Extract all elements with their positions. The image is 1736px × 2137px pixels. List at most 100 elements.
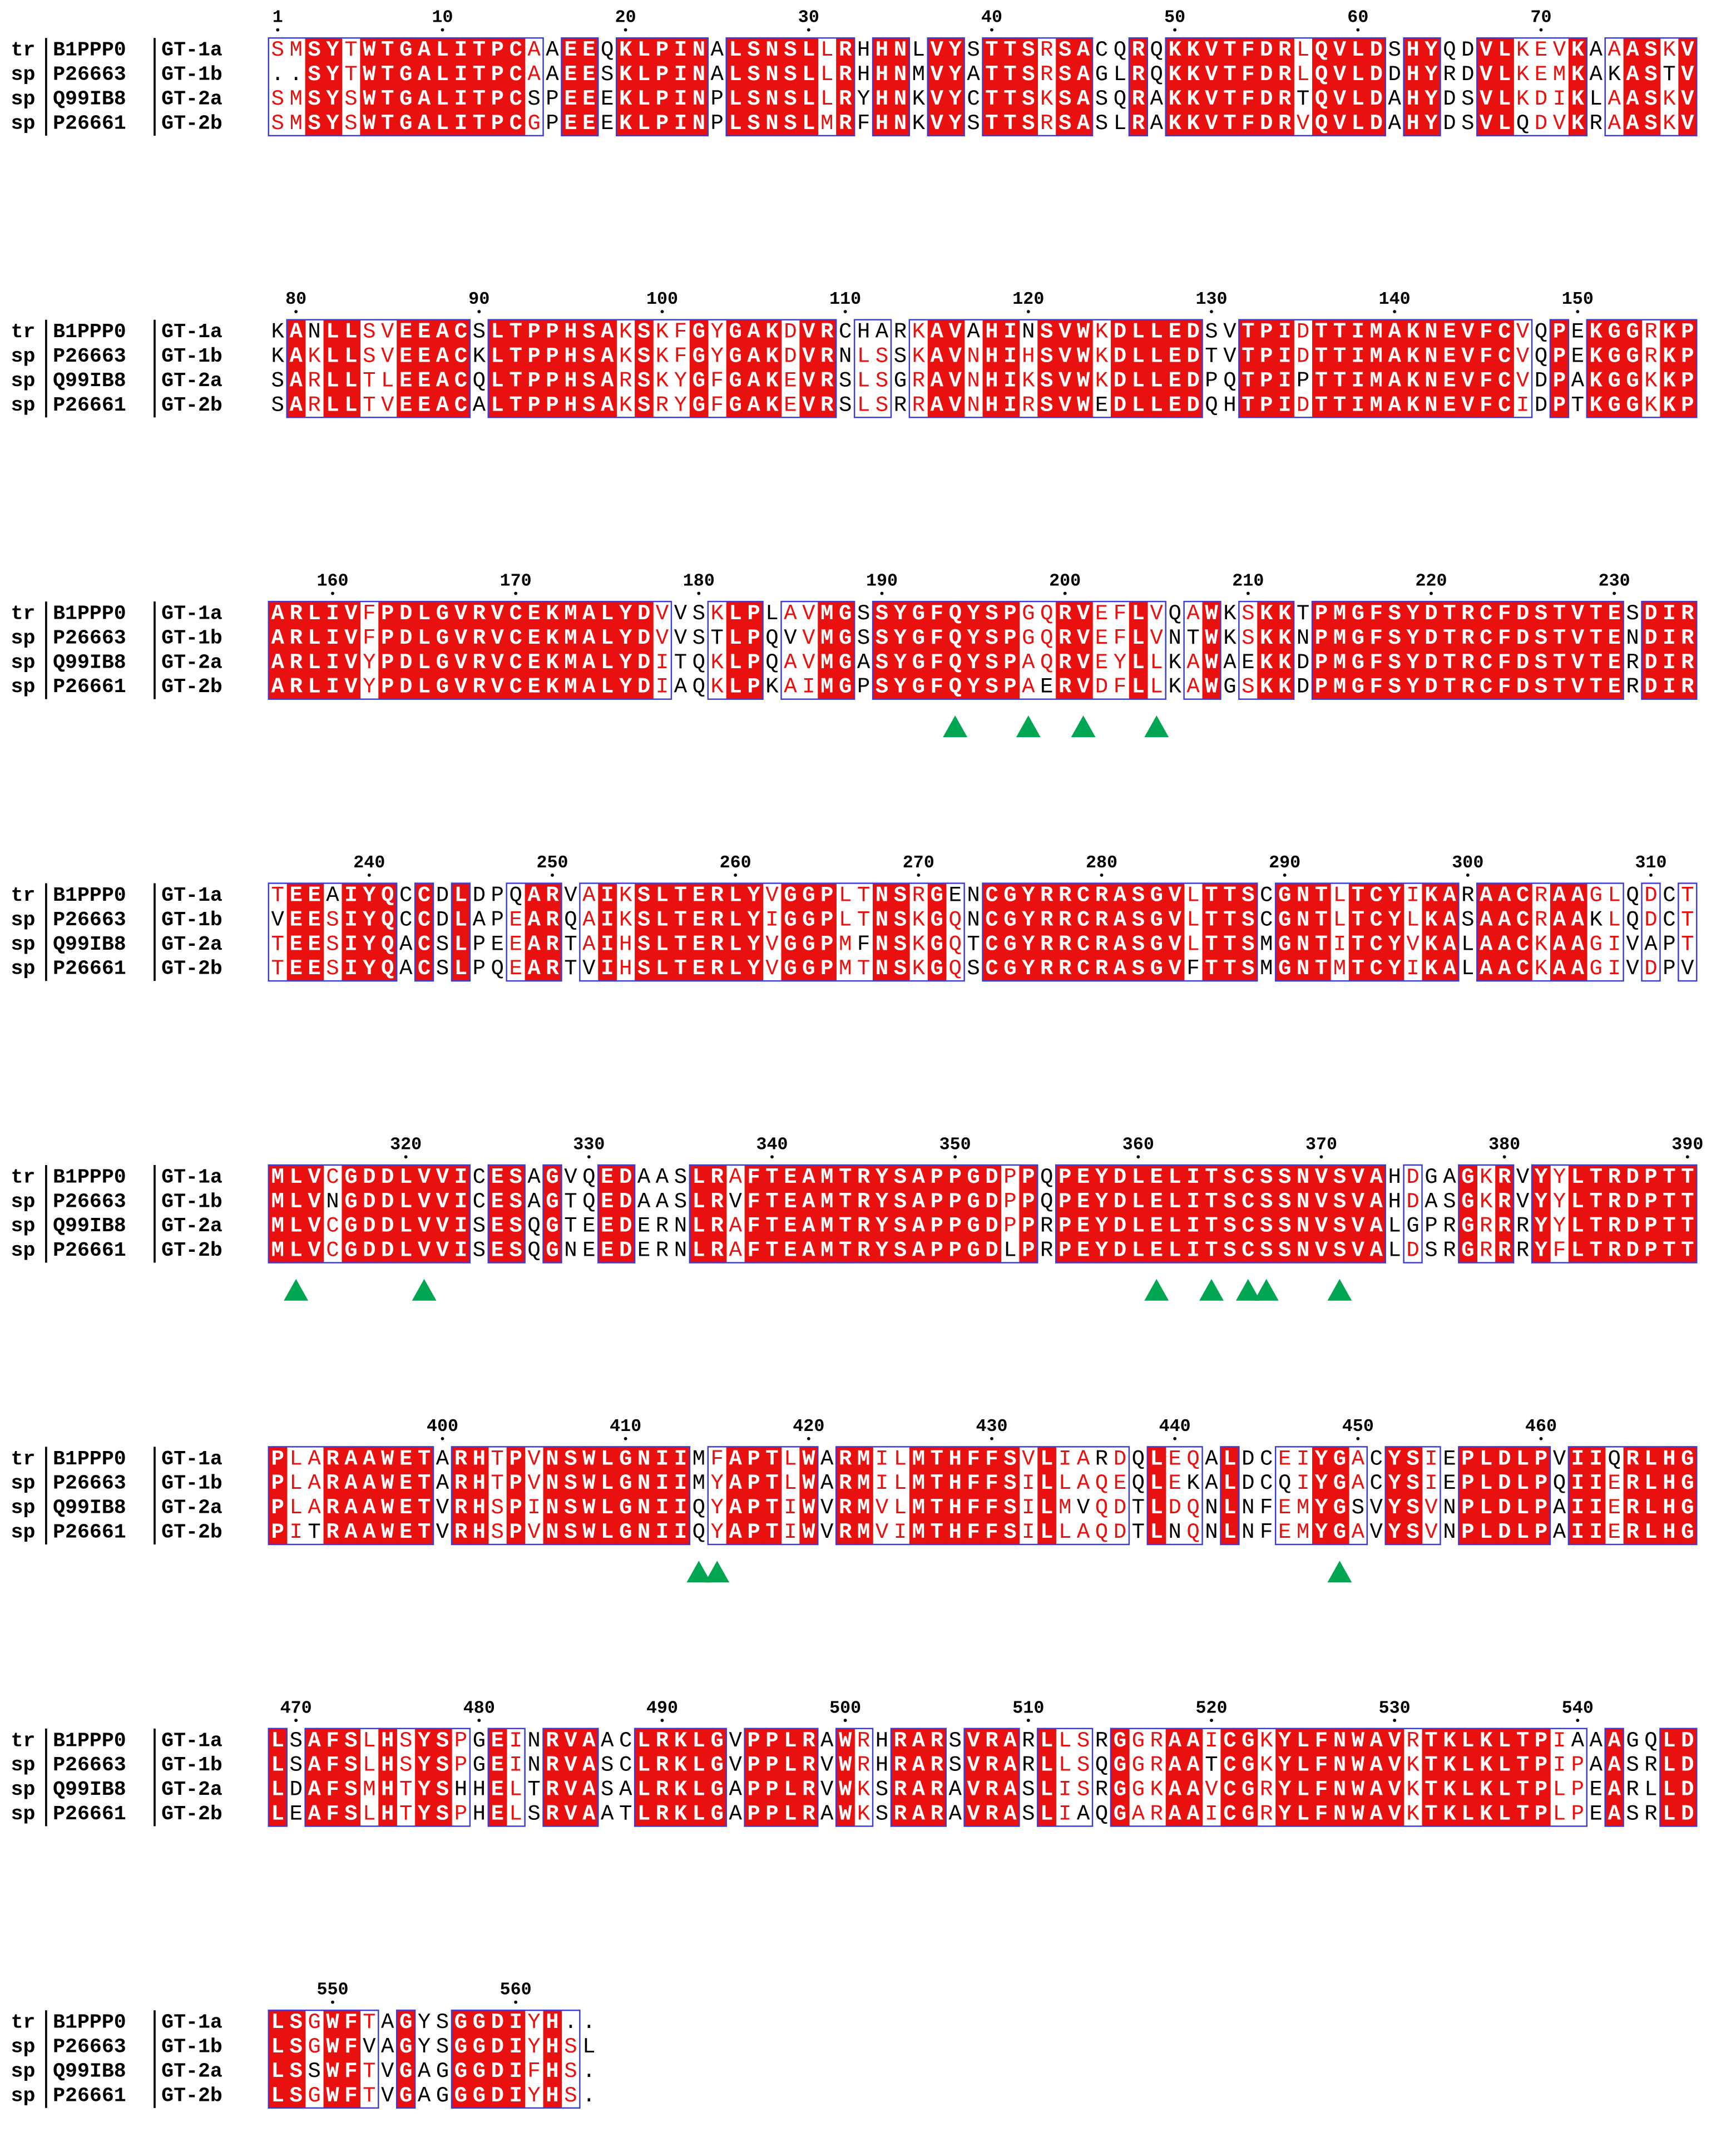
database-label: sp [11,112,36,135]
identity-shade [1367,319,1386,418]
database-label: sp [11,1497,36,1519]
position-number: 440 [1159,1417,1191,1437]
accession-label: P26663 [53,2036,126,2059]
identity-shade [598,1164,617,1263]
accession-label: Q99IB8 [53,651,126,674]
identity-shade [1495,38,1514,136]
tick-dot [880,591,884,595]
identity-shade [1184,1164,1203,1263]
accession-label: B1PPP0 [53,2011,126,2034]
position-number: 530 [1379,1698,1411,1718]
identity-shade [1275,601,1294,699]
tick-dot [734,873,738,877]
sequence-name: GT-2a [161,369,222,392]
identity-shade [836,38,855,136]
accession-label: P26663 [53,1472,126,1495]
identity-shade [1037,1447,1056,1544]
conservation-box [451,1446,691,1546]
accession-label: P26661 [53,1521,126,1544]
database-label: sp [11,933,36,956]
sequence-name: GT-1b [161,909,222,931]
identity-shade [415,1447,434,1544]
identity-shade [635,883,654,981]
identity-shade [561,1447,581,1544]
conservation-box [268,1728,288,1827]
conservation-box [1604,1728,1624,1827]
database-label: sp [11,909,36,931]
identity-shade [433,1164,452,1263]
identity-shade [763,319,782,418]
identity-shade [1348,601,1368,699]
identity-shade [360,1164,379,1263]
identity-shade [360,38,379,136]
identity-shade [891,1164,910,1263]
identity-shade [799,1728,819,1827]
identity-shade [982,319,1002,418]
sequence-name: GT-2b [161,112,222,135]
identity-shade [1422,883,1441,981]
identity-shade [1019,883,1038,981]
identity-shade [1532,1447,1551,1544]
identity-shade [818,601,837,699]
identity-shade [1129,1164,1148,1263]
position-number: 320 [390,1134,422,1154]
database-label: tr [11,884,36,907]
identity-shade [1477,601,1496,699]
identity-shade [946,1164,965,1263]
identity-shade [927,1447,947,1544]
conservation-box [597,1164,636,1264]
identity-shade [781,1164,800,1263]
identity-shade [286,883,306,981]
position-number: 230 [1599,571,1630,591]
identity-shade [397,1447,416,1544]
accession-label: Q99IB8 [53,1778,126,1801]
identity-shade [506,319,526,418]
identity-shade [616,38,635,136]
identity-shade [818,1164,837,1263]
identity-shade [1678,1728,1698,1827]
accession-label: Q99IB8 [53,1497,126,1519]
identity-shade [1477,319,1496,418]
identity-shade [1275,38,1294,136]
identity-shade [1312,1447,1331,1544]
identity-shade [873,1164,892,1263]
database-label: tr [11,1729,36,1752]
conservation-box [579,882,965,982]
identity-shade [744,38,764,136]
identity-shade [799,883,819,981]
identity-shade [946,38,965,136]
position-number: 50 [1164,8,1185,28]
identity-shade [1184,319,1203,418]
tick-dot [843,1719,847,1723]
identity-shade [689,319,709,418]
database-label: tr [11,1448,36,1470]
identity-shade [635,319,654,418]
site-marker [412,1279,437,1301]
tick-dot [331,591,334,595]
conservation-box [908,319,1203,418]
identity-shade [561,38,581,136]
conservation-box [744,1728,819,1827]
identity-shade [909,1447,928,1544]
identity-shade [635,601,654,699]
identity-shade [415,38,434,136]
identity-shade [1348,1164,1368,1263]
identity-shade [323,601,343,699]
identity-shade [1678,38,1698,136]
identity-shade [653,1447,672,1544]
identity-shade [616,1164,635,1263]
identity-shade [1074,319,1093,418]
identity-shade [360,883,379,981]
identity-shade [1275,319,1294,418]
identity-shade [323,319,343,418]
identity-shade [451,1164,471,1263]
accession-label: P26661 [53,1803,126,1825]
sequence-name: GT-1b [161,1472,222,1495]
identity-shade [451,883,471,981]
identity-shade [616,1447,635,1544]
